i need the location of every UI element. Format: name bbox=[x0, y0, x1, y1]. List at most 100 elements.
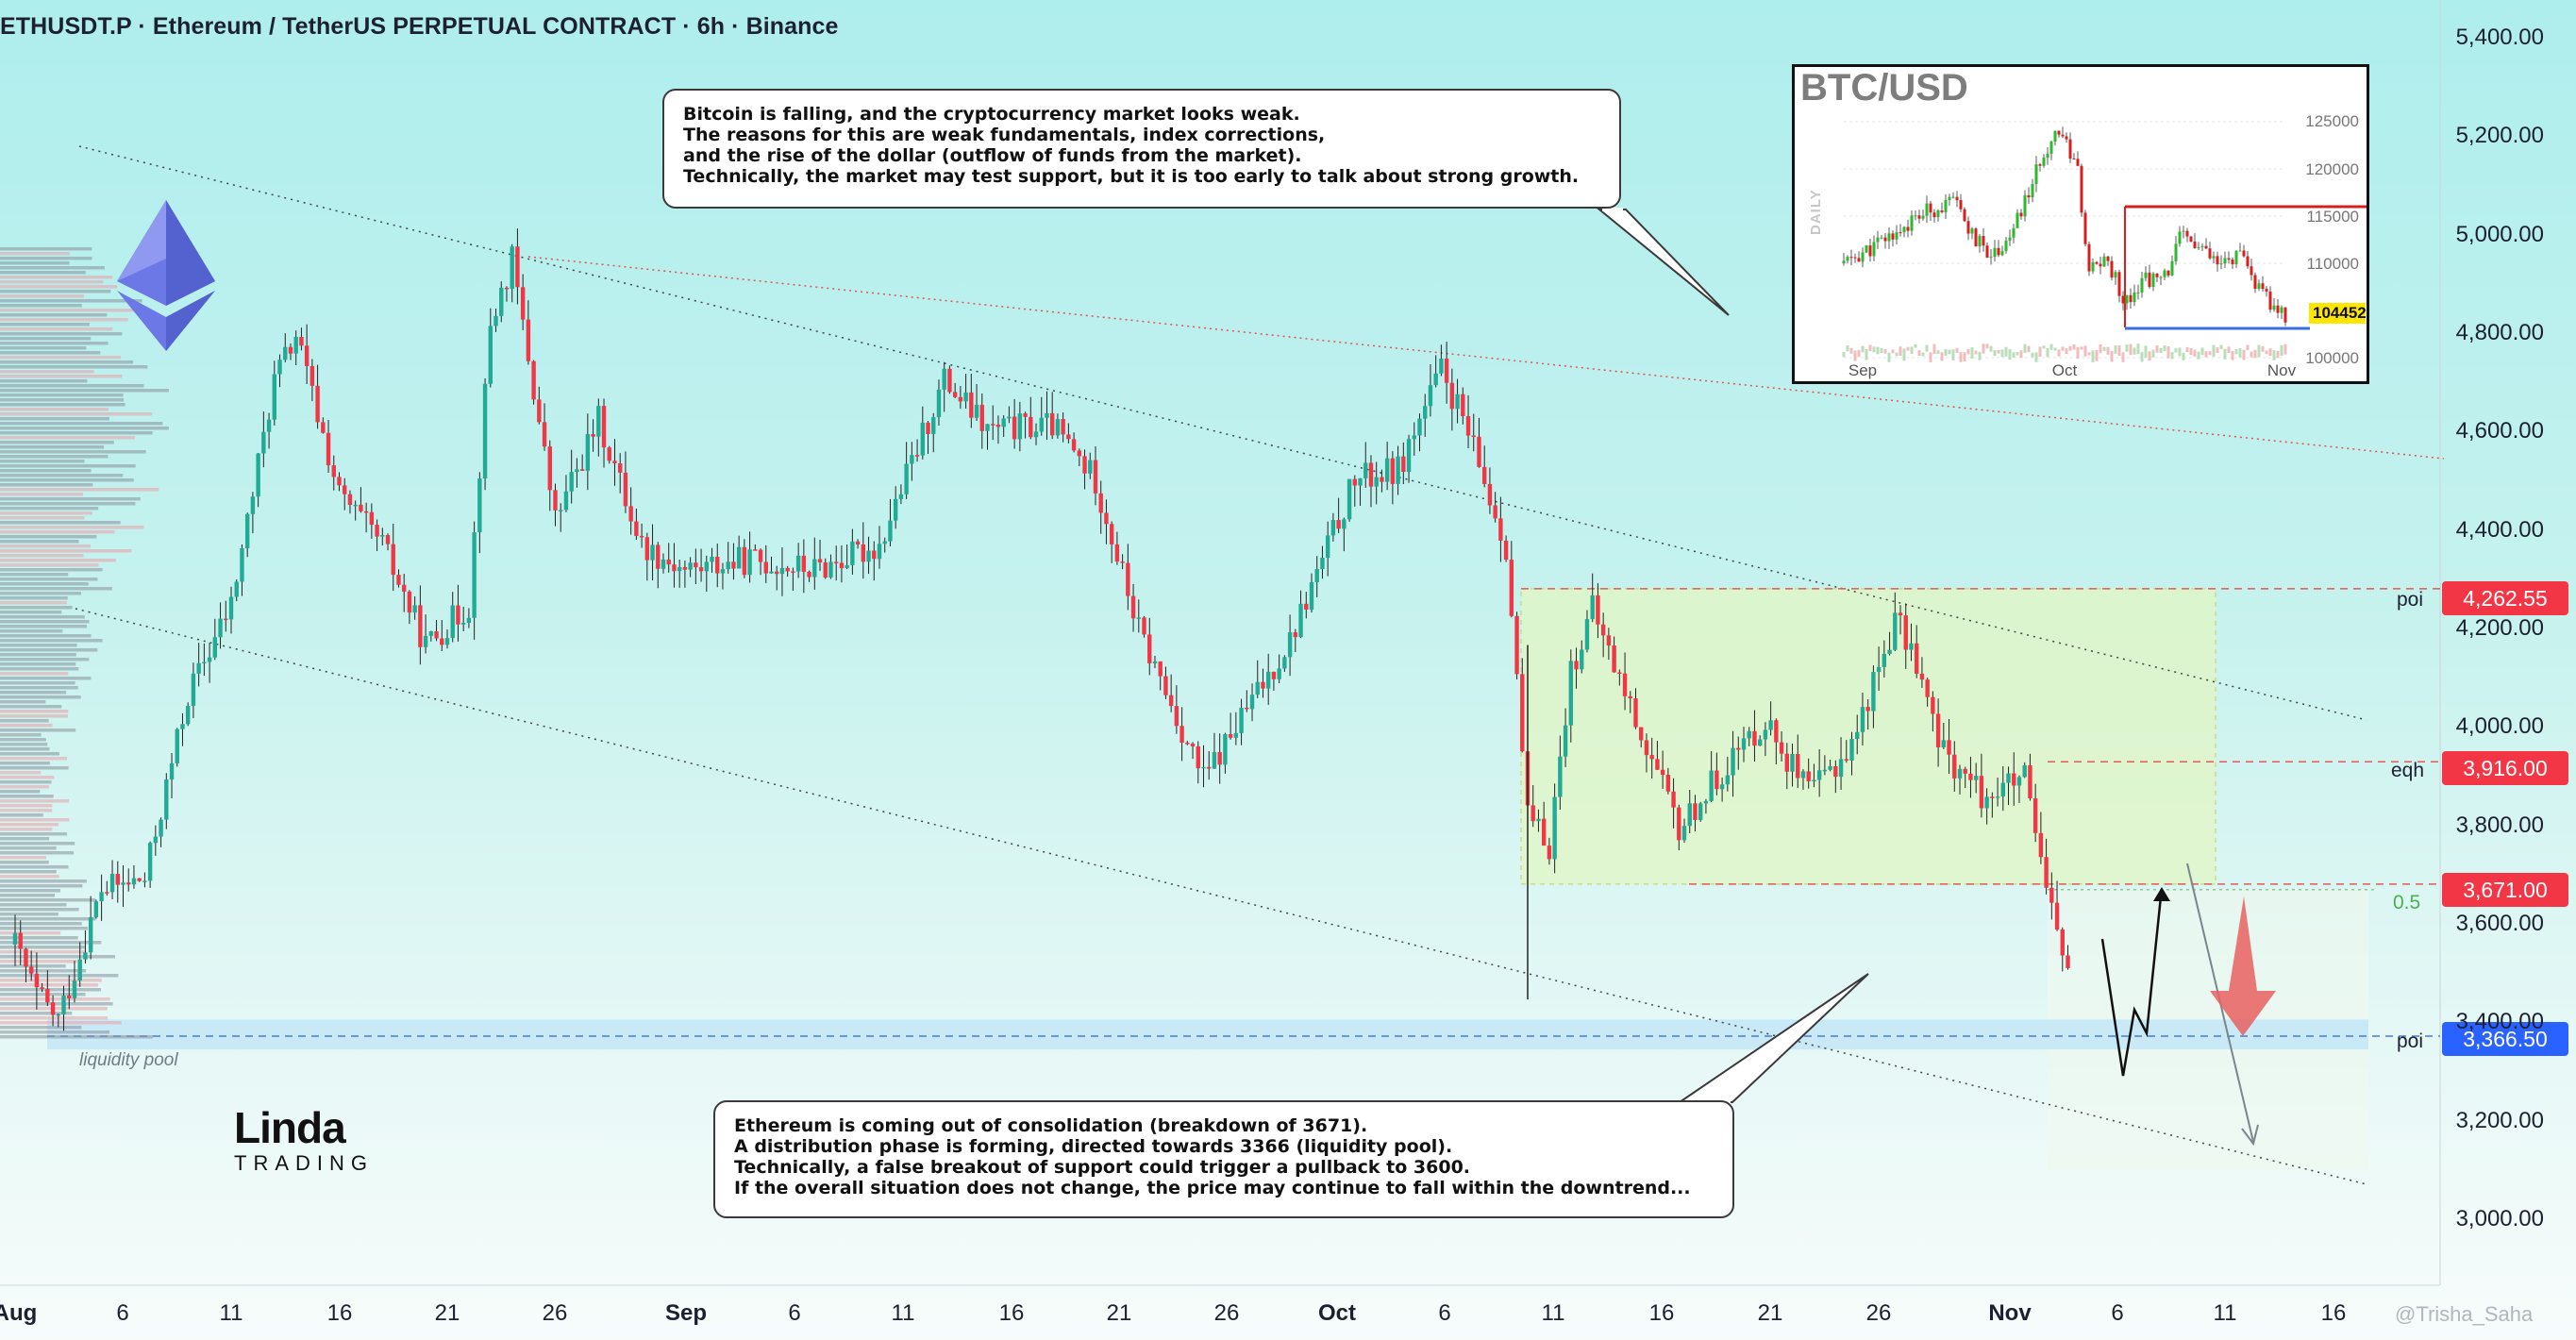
y-tick: 4,400.00 bbox=[2455, 517, 2544, 543]
candle-body bbox=[1882, 653, 1887, 667]
volume-profile-bar bbox=[0, 927, 89, 930]
candle-body bbox=[1947, 740, 1951, 755]
candle-body bbox=[1423, 406, 1428, 419]
volume-profile-bar bbox=[0, 611, 62, 614]
inset-candle-body bbox=[1925, 203, 1929, 216]
x-tick: 11 bbox=[219, 1300, 243, 1326]
candle-body bbox=[1336, 520, 1341, 529]
inset-volume-bar bbox=[2250, 351, 2253, 358]
inset-candle-body bbox=[1880, 237, 1883, 239]
candle-body bbox=[926, 422, 930, 434]
x-tick: 21 bbox=[1106, 1300, 1132, 1326]
inset-volume-bar bbox=[2121, 352, 2125, 362]
candle-body bbox=[2066, 955, 2070, 968]
candle-body bbox=[83, 952, 88, 960]
candle-body bbox=[650, 544, 655, 561]
inset-candle-body bbox=[1944, 199, 1948, 212]
candle-body bbox=[979, 404, 984, 431]
candle-body bbox=[1444, 358, 1449, 383]
inset-candle-body bbox=[2110, 260, 2114, 278]
candle-body bbox=[715, 556, 720, 574]
candle-body bbox=[40, 987, 44, 989]
candle-body bbox=[795, 555, 801, 572]
volume-profile-bar bbox=[0, 573, 69, 577]
inset-candle-body bbox=[2114, 272, 2117, 278]
watermark: @Trisha_Saha bbox=[2395, 1302, 2534, 1326]
volume-profile-bar bbox=[0, 710, 69, 713]
inset-volume-bar bbox=[2061, 346, 2065, 351]
candle-body bbox=[1844, 759, 1848, 762]
candle-body bbox=[402, 584, 407, 592]
inset-volume-bar bbox=[2140, 352, 2144, 362]
candle-body bbox=[1681, 826, 1687, 841]
inset-volume-bar bbox=[2110, 350, 2114, 362]
callout-line: Bitcoin is falling, and the cryptocurren… bbox=[683, 104, 1300, 125]
volume-profile-bar bbox=[0, 832, 68, 836]
candle-body bbox=[1261, 681, 1265, 689]
candle-body bbox=[191, 673, 196, 706]
inset-volume-bar bbox=[2223, 348, 2227, 360]
candle-body bbox=[504, 287, 510, 290]
callout-line: and the rise of the dollar (outflow of f… bbox=[683, 145, 1302, 166]
inset-volume-bar bbox=[2257, 344, 2261, 358]
channel-lower-line bbox=[75, 608, 2367, 1185]
inset-candle-body bbox=[2023, 194, 2027, 217]
inset-candle-body bbox=[2219, 263, 2223, 265]
candle-body bbox=[726, 561, 730, 570]
candle-body bbox=[510, 246, 514, 289]
candle-body bbox=[1363, 462, 1368, 478]
candle-body bbox=[1287, 632, 1293, 658]
candle-body bbox=[56, 1013, 60, 1016]
volume-profile-bar bbox=[0, 804, 53, 808]
inset-candle-body bbox=[2216, 256, 2219, 265]
candle-body bbox=[1757, 739, 1763, 746]
candle-body bbox=[1493, 505, 1497, 519]
volume-profile-bar bbox=[0, 917, 96, 921]
inset-volume-bar bbox=[2268, 348, 2272, 356]
candle-body bbox=[1029, 416, 1033, 438]
candle-body bbox=[1384, 458, 1390, 482]
candle-body bbox=[2044, 857, 2049, 888]
candle-body bbox=[1547, 846, 1552, 860]
x-tick: 6 bbox=[1438, 1300, 1451, 1326]
volume-profile-bar bbox=[0, 705, 62, 709]
candle-body bbox=[1871, 672, 1876, 712]
volume-profile-bar bbox=[0, 436, 136, 440]
inset-volume-bar bbox=[1929, 352, 1932, 362]
candle-body bbox=[1196, 745, 1200, 769]
volume-profile-bar bbox=[0, 417, 109, 421]
volume-profile-bar bbox=[0, 351, 101, 355]
inset-volume-bar bbox=[1993, 350, 1997, 357]
volume-profile-bar bbox=[0, 837, 50, 841]
volume-profile-bar bbox=[0, 672, 69, 676]
candle-body bbox=[628, 506, 633, 522]
volume-profile-bar bbox=[0, 403, 125, 407]
candle-body bbox=[2032, 797, 2038, 833]
volume-profile-bar bbox=[0, 1016, 109, 1020]
candle-body bbox=[542, 422, 547, 447]
candle-body bbox=[1304, 603, 1309, 611]
inset-volume-bar bbox=[1944, 349, 1948, 357]
candle-body bbox=[1671, 791, 1676, 808]
inset-volume-bar bbox=[1940, 352, 1944, 361]
candle-body bbox=[202, 662, 207, 663]
y-tick: 3,000.00 bbox=[2455, 1206, 2544, 1231]
candle-body bbox=[180, 724, 185, 729]
inset-candle-body bbox=[2106, 256, 2110, 261]
inset-candle-body bbox=[2061, 134, 2065, 137]
volume-profile-bar bbox=[0, 969, 87, 973]
candle-body bbox=[1606, 635, 1612, 646]
candle-body bbox=[1828, 765, 1832, 770]
candle-body bbox=[1909, 643, 1914, 650]
candle-body bbox=[547, 446, 552, 491]
volume-profile-bar bbox=[0, 394, 124, 397]
inset-candle-body bbox=[2189, 236, 2193, 243]
inset-candle-body bbox=[2031, 183, 2034, 198]
candle-body bbox=[618, 463, 623, 473]
inset-volume-bar bbox=[2129, 343, 2133, 356]
candle-body bbox=[559, 510, 563, 511]
candle-body bbox=[931, 417, 936, 434]
inset-candle-body bbox=[2027, 194, 2031, 198]
inset-volume-bar bbox=[1982, 343, 1985, 354]
